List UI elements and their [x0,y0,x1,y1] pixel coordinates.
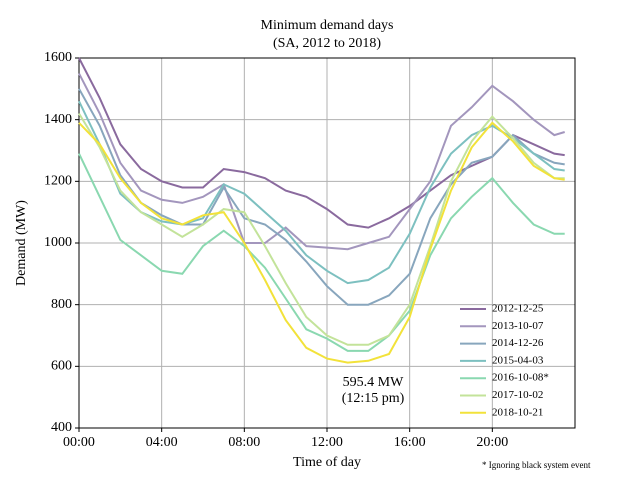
x-tick-label: 16:00 [394,435,426,450]
series-line [78,153,565,352]
x-tick-label: 12:00 [311,435,343,450]
y-tick-label: 600 [51,359,72,374]
annotation: 595.4 MW [343,375,404,390]
y-tick-label: 1000 [44,235,72,250]
y-axis-label: Demand (MW) [14,200,29,286]
legend-label: 2013-10-07 [492,320,544,332]
series-line [78,112,565,346]
legend-label: 2012-12-25 [492,303,544,315]
y-tick-label: 1600 [44,50,72,65]
legend-label: 2017-10-02 [492,389,543,401]
legend-label: 2016-10-08* [492,372,549,384]
x-tick-label: 08:00 [228,435,260,450]
footnote: * Ignoring black system event [482,460,591,470]
chart-subtitle: (SA, 2012 to 2018) [273,36,381,51]
annotation: (12:15 pm) [342,391,405,406]
series-line [78,121,565,364]
x-tick-label: 04:00 [146,435,178,450]
chart-title: Minimum demand days [261,18,394,33]
series-line [78,88,565,306]
series-line [78,100,565,285]
y-tick-label: 800 [51,297,72,312]
x-tick-label: 00:00 [63,435,95,450]
series-line [78,72,565,251]
plot-frame [78,57,576,429]
legend-label: 2015-04-03 [492,354,544,366]
y-tick-label: 1400 [44,112,72,127]
y-tick-label: 400 [51,420,72,435]
legend-label: 2018-10-21 [492,406,543,418]
y-tick-label: 1200 [44,174,72,189]
x-tick-label: 20:00 [476,435,508,450]
x-axis-label: Time of day [293,455,361,470]
legend-label: 2014-12-26 [492,337,544,349]
